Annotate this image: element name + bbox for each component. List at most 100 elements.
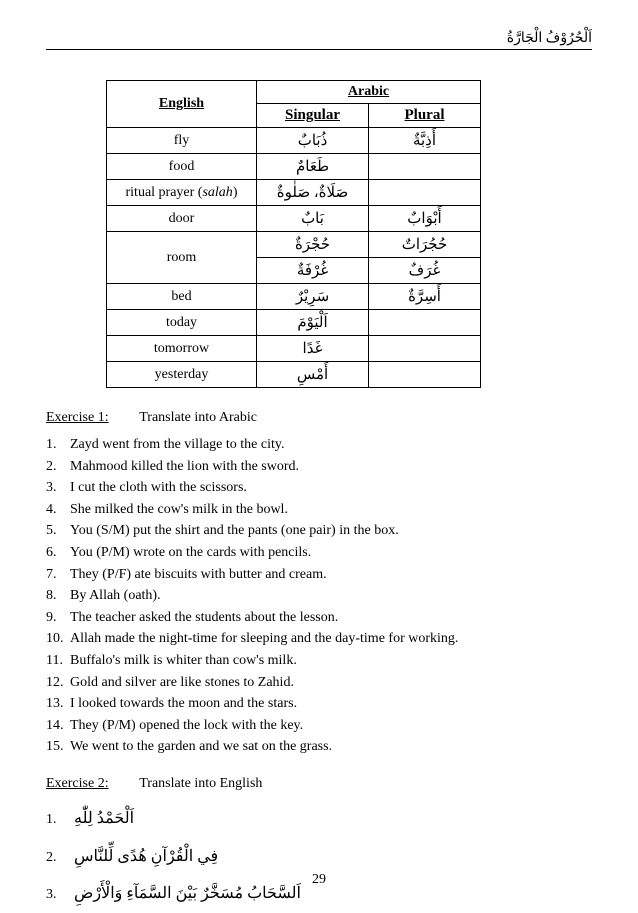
item-text: You (P/M) wrote on the cards with pencil…: [70, 545, 311, 560]
page-header: اَلْحُرُوْفُ الْجَارَّةُ: [46, 30, 592, 50]
item-text: Buffalo's milk is whiter than cow's milk…: [70, 653, 297, 668]
exercise-instruction: Translate into English: [139, 776, 262, 791]
table-row: today اَلْيَوْمَ: [107, 310, 481, 336]
header-plural: Plural: [369, 104, 481, 128]
cell-singular: صَلَاةٌ، صَلٰوةٌ: [257, 180, 369, 206]
item-text: I cut the cloth with the scissors.: [70, 480, 247, 495]
item-text: The teacher asked the students about the…: [70, 610, 338, 625]
list-item: 15.We went to the garden and we sat on t…: [46, 736, 592, 758]
list-item: 14.They (P/M) opened the lock with the k…: [46, 715, 592, 737]
cell-english: today: [107, 310, 257, 336]
list-item: 6.You (P/M) wrote on the cards with penc…: [46, 542, 592, 564]
cell-plural: [369, 310, 481, 336]
table-body: fly ذُبَابٌ أَذِبَّةٌ food طَعَامٌ ritua…: [107, 128, 481, 388]
cell-singular: أَمْسِ: [257, 362, 369, 388]
item-number: 12.: [46, 673, 70, 693]
list-item: 1.اَلْحَمْدُ لِلّٰهِ: [46, 800, 592, 838]
item-text: We went to the garden and we sat on the …: [70, 739, 332, 754]
item-number: 7.: [46, 565, 70, 585]
item-number: 6.: [46, 543, 70, 563]
exercise-1-title: Exercise 1: Translate into Arabic: [46, 410, 592, 426]
table-header-row: English Arabic: [107, 81, 481, 104]
list-item: 10.Allah made the night-time for sleepin…: [46, 628, 592, 650]
cell-singular: غَدًا: [257, 336, 369, 362]
cell-english: tomorrow: [107, 336, 257, 362]
exercise-label: Exercise 2:: [46, 776, 136, 792]
item-number: 2.: [46, 457, 70, 477]
table-row: fly ذُبَابٌ أَذِبَّةٌ: [107, 128, 481, 154]
cell-english: ritual prayer (salah): [107, 180, 257, 206]
item-number: 1.: [46, 435, 70, 455]
list-item: 8.By Allah (oath).: [46, 585, 592, 607]
cell-plural: أَذِبَّةٌ: [369, 128, 481, 154]
list-item: 5.You (S/M) put the shirt and the pants …: [46, 520, 592, 542]
item-number: 9.: [46, 608, 70, 628]
list-item: 1.Zayd went from the village to the city…: [46, 434, 592, 456]
item-number: 2.: [46, 847, 74, 869]
cell-singular: اَلْيَوْمَ: [257, 310, 369, 336]
cell-plural: حُجُرَاتٌ: [369, 232, 481, 258]
item-number: 4.: [46, 500, 70, 520]
cell-singular: بَابٌ: [257, 206, 369, 232]
cell-plural: [369, 180, 481, 206]
cell-english: bed: [107, 284, 257, 310]
item-number: 3.: [46, 478, 70, 498]
exercise-label: Exercise 1:: [46, 410, 136, 426]
item-arabic-text: فِي الْقُرْآنِ هُدًى لِّلنَّاسِ: [74, 844, 218, 870]
table-row: door بَابٌ أَبْوَابٌ: [107, 206, 481, 232]
exercise-1-list: 1.Zayd went from the village to the city…: [46, 434, 592, 758]
page-number: 29: [0, 872, 638, 888]
header-arabic: Arabic: [257, 81, 481, 104]
cell-singular: طَعَامٌ: [257, 154, 369, 180]
table-row: food طَعَامٌ: [107, 154, 481, 180]
cell-plural: أَبْوَابٌ: [369, 206, 481, 232]
cell-english: room: [107, 232, 257, 284]
item-number: 5.: [46, 521, 70, 541]
item-text: She milked the cow's milk in the bowl.: [70, 502, 288, 517]
item-number: 13.: [46, 694, 70, 714]
exercise-2-list: 1.اَلْحَمْدُ لِلّٰهِ 2.فِي الْقُرْآنِ هُد…: [46, 800, 592, 913]
cell-english: fly: [107, 128, 257, 154]
item-number: 14.: [46, 716, 70, 736]
cell-plural: [369, 336, 481, 362]
item-text: Gold and silver are like stones to Zahid…: [70, 675, 294, 690]
cell-singular: سَرِيْرٌ: [257, 284, 369, 310]
table-row: bed سَرِيْرٌ أَسِرَّةٌ: [107, 284, 481, 310]
item-number: 1.: [46, 809, 74, 831]
cell-english: food: [107, 154, 257, 180]
list-item: 3.I cut the cloth with the scissors.: [46, 477, 592, 499]
cell-singular: حُجْرَةٌ: [257, 232, 369, 258]
table-row: ritual prayer (salah) صَلَاةٌ، صَلٰوةٌ: [107, 180, 481, 206]
table-row: room حُجْرَةٌ حُجُرَاتٌ: [107, 232, 481, 258]
item-text: I looked towards the moon and the stars.: [70, 696, 297, 711]
arabic-running-title: اَلْحُرُوْفُ الْجَارَّةُ: [46, 30, 592, 47]
item-text: Allah made the night-time for sleeping a…: [70, 631, 458, 646]
cell-plural: [369, 362, 481, 388]
item-number: 15.: [46, 737, 70, 757]
table-row: tomorrow غَدًا: [107, 336, 481, 362]
item-text: Zayd went from the village to the city.: [70, 437, 284, 452]
list-item: 2.Mahmood killed the lion with the sword…: [46, 456, 592, 478]
table-row: yesterday أَمْسِ: [107, 362, 481, 388]
list-item: 13.I looked towards the moon and the sta…: [46, 693, 592, 715]
header-singular: Singular: [257, 104, 369, 128]
list-item: 7.They (P/F) ate biscuits with butter an…: [46, 564, 592, 586]
item-text: Mahmood killed the lion with the sword.: [70, 459, 299, 474]
cell-plural: [369, 154, 481, 180]
list-item: 9.The teacher asked the students about t…: [46, 607, 592, 629]
exercise-instruction: Translate into Arabic: [139, 410, 257, 425]
item-text: By Allah (oath).: [70, 588, 161, 603]
cell-plural: أَسِرَّةٌ: [369, 284, 481, 310]
item-number: 10.: [46, 629, 70, 649]
cell-singular: ذُبَابٌ: [257, 128, 369, 154]
list-item: 11.Buffalo's milk is whiter than cow's m…: [46, 650, 592, 672]
item-number: 11.: [46, 651, 70, 671]
cell-english: yesterday: [107, 362, 257, 388]
item-text: They (P/M) opened the lock with the key.: [70, 718, 303, 733]
item-text: They (P/F) ate biscuits with butter and …: [70, 567, 327, 582]
item-text: You (S/M) put the shirt and the pants (o…: [70, 523, 399, 538]
list-item: 12.Gold and silver are like stones to Za…: [46, 672, 592, 694]
cell-english: door: [107, 206, 257, 232]
list-item: 4.She milked the cow's milk in the bowl.: [46, 499, 592, 521]
header-rule: [46, 49, 592, 50]
